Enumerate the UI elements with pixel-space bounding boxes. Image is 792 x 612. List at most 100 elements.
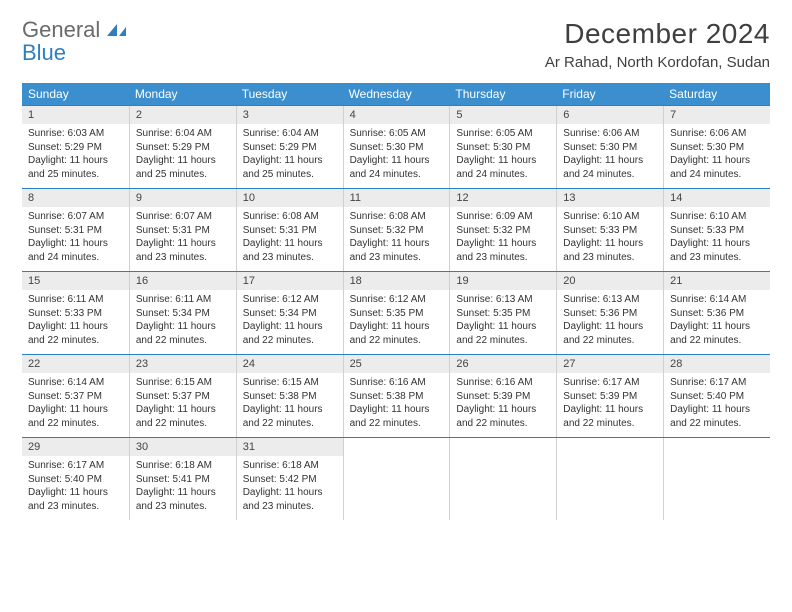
day-info-line: Daylight: 11 hours <box>136 486 230 500</box>
day-info-line: and 22 minutes. <box>670 417 764 431</box>
day-number: 1 <box>22 106 129 124</box>
day-info-line: Daylight: 11 hours <box>670 154 764 168</box>
day-info: Sunrise: 6:15 AMSunset: 5:38 PMDaylight:… <box>237 373 343 433</box>
brand-sail-icon <box>106 23 128 37</box>
day-info-line: Daylight: 11 hours <box>28 320 123 334</box>
day-info-line: Sunrise: 6:15 AM <box>136 376 230 390</box>
day-info-line: and 25 minutes. <box>28 168 123 182</box>
day-info-line: Sunrise: 6:16 AM <box>350 376 444 390</box>
day-info-line: Sunset: 5:42 PM <box>243 473 337 487</box>
weeks-container: 1Sunrise: 6:03 AMSunset: 5:29 PMDaylight… <box>22 105 770 520</box>
day-info: Sunrise: 6:08 AMSunset: 5:31 PMDaylight:… <box>237 207 343 267</box>
calendar-cell: 23Sunrise: 6:15 AMSunset: 5:37 PMDayligh… <box>129 355 236 437</box>
calendar-cell: ..... <box>449 438 556 520</box>
calendar-cell: 13Sunrise: 6:10 AMSunset: 5:33 PMDayligh… <box>556 189 663 271</box>
day-info: Sunrise: 6:09 AMSunset: 5:32 PMDaylight:… <box>450 207 556 267</box>
day-info-line: and 23 minutes. <box>243 500 337 514</box>
day-of-week-header: Tuesday <box>236 83 343 105</box>
day-info: Sunrise: 6:17 AMSunset: 5:40 PMDaylight:… <box>664 373 770 433</box>
day-info-line: and 22 minutes. <box>136 334 230 348</box>
day-info-line: Sunset: 5:40 PM <box>670 390 764 404</box>
calendar-cell: 9Sunrise: 6:07 AMSunset: 5:31 PMDaylight… <box>129 189 236 271</box>
day-info: Sunrise: 6:10 AMSunset: 5:33 PMDaylight:… <box>557 207 663 267</box>
calendar-cell: 19Sunrise: 6:13 AMSunset: 5:35 PMDayligh… <box>449 272 556 354</box>
calendar-cell: 18Sunrise: 6:12 AMSunset: 5:35 PMDayligh… <box>343 272 450 354</box>
day-info-line: Sunset: 5:40 PM <box>28 473 123 487</box>
day-info-line: Sunset: 5:30 PM <box>563 141 657 155</box>
day-info-line: and 23 minutes. <box>350 251 444 265</box>
day-info-line: and 22 minutes. <box>243 417 337 431</box>
day-info-line: and 25 minutes. <box>136 168 230 182</box>
day-info: Sunrise: 6:07 AMSunset: 5:31 PMDaylight:… <box>22 207 129 267</box>
day-info: Sunrise: 6:16 AMSunset: 5:38 PMDaylight:… <box>344 373 450 433</box>
day-info-line: Sunrise: 6:17 AM <box>28 459 123 473</box>
day-of-week-row: SundayMondayTuesdayWednesdayThursdayFrid… <box>22 83 770 105</box>
day-info-line: Sunset: 5:32 PM <box>350 224 444 238</box>
day-number: 11 <box>344 189 450 207</box>
day-info-line: Sunset: 5:38 PM <box>350 390 444 404</box>
calendar-cell: 26Sunrise: 6:16 AMSunset: 5:39 PMDayligh… <box>449 355 556 437</box>
day-info-line: Sunset: 5:29 PM <box>243 141 337 155</box>
day-info-line: Sunrise: 6:09 AM <box>456 210 550 224</box>
day-info-line: Sunrise: 6:15 AM <box>243 376 337 390</box>
calendar-cell: 15Sunrise: 6:11 AMSunset: 5:33 PMDayligh… <box>22 272 129 354</box>
calendar-cell: 3Sunrise: 6:04 AMSunset: 5:29 PMDaylight… <box>236 106 343 188</box>
day-info-line: Sunset: 5:34 PM <box>136 307 230 321</box>
day-info-line: Sunrise: 6:06 AM <box>563 127 657 141</box>
day-info-line: and 22 minutes. <box>350 417 444 431</box>
day-info-line: Sunset: 5:39 PM <box>456 390 550 404</box>
day-number: 24 <box>237 355 343 373</box>
header: General Blue December 2024 Ar Rahad, Nor… <box>22 18 770 71</box>
calendar-cell: 11Sunrise: 6:08 AMSunset: 5:32 PMDayligh… <box>343 189 450 271</box>
day-info: Sunrise: 6:05 AMSunset: 5:30 PMDaylight:… <box>344 124 450 184</box>
day-info-line: Daylight: 11 hours <box>136 154 230 168</box>
day-info-line: Sunrise: 6:07 AM <box>136 210 230 224</box>
day-info-line: and 24 minutes. <box>350 168 444 182</box>
day-info-line: Sunset: 5:36 PM <box>670 307 764 321</box>
day-info-line: Daylight: 11 hours <box>563 154 657 168</box>
day-info-line: Daylight: 11 hours <box>28 237 123 251</box>
day-info-line: and 23 minutes. <box>670 251 764 265</box>
day-info-line: Sunrise: 6:14 AM <box>28 376 123 390</box>
day-info-line: Daylight: 11 hours <box>28 403 123 417</box>
day-info-line: Sunrise: 6:13 AM <box>456 293 550 307</box>
page-title: December 2024 <box>545 18 770 50</box>
calendar-cell: 31Sunrise: 6:18 AMSunset: 5:42 PMDayligh… <box>236 438 343 520</box>
calendar-cell: 8Sunrise: 6:07 AMSunset: 5:31 PMDaylight… <box>22 189 129 271</box>
day-of-week-header: Friday <box>556 83 663 105</box>
day-number: 14 <box>664 189 770 207</box>
day-of-week-header: Thursday <box>449 83 556 105</box>
day-info-line: Sunrise: 6:12 AM <box>243 293 337 307</box>
calendar-cell: 14Sunrise: 6:10 AMSunset: 5:33 PMDayligh… <box>663 189 770 271</box>
day-info-line: and 23 minutes. <box>563 251 657 265</box>
day-info-line: Sunrise: 6:04 AM <box>243 127 337 141</box>
day-info-line: and 24 minutes. <box>670 168 764 182</box>
day-info-line: Sunset: 5:39 PM <box>563 390 657 404</box>
brand-logo: General Blue <box>22 18 128 64</box>
day-info: Sunrise: 6:18 AMSunset: 5:42 PMDaylight:… <box>237 456 343 516</box>
day-info-line: and 25 minutes. <box>243 168 337 182</box>
day-info: Sunrise: 6:04 AMSunset: 5:29 PMDaylight:… <box>237 124 343 184</box>
calendar-cell: ..... <box>663 438 770 520</box>
calendar-cell: 5Sunrise: 6:05 AMSunset: 5:30 PMDaylight… <box>449 106 556 188</box>
day-info-line: Daylight: 11 hours <box>670 320 764 334</box>
day-info: Sunrise: 6:17 AMSunset: 5:40 PMDaylight:… <box>22 456 129 516</box>
day-info-line: Daylight: 11 hours <box>350 237 444 251</box>
day-info-line: Sunrise: 6:05 AM <box>456 127 550 141</box>
day-info-line: Sunset: 5:33 PM <box>28 307 123 321</box>
day-info-line: and 22 minutes. <box>136 417 230 431</box>
day-number: 12 <box>450 189 556 207</box>
day-number: 28 <box>664 355 770 373</box>
calendar-cell: 2Sunrise: 6:04 AMSunset: 5:29 PMDaylight… <box>129 106 236 188</box>
day-number: 26 <box>450 355 556 373</box>
day-info-line: Sunset: 5:30 PM <box>670 141 764 155</box>
day-info-line: Sunset: 5:36 PM <box>563 307 657 321</box>
calendar-cell: 21Sunrise: 6:14 AMSunset: 5:36 PMDayligh… <box>663 272 770 354</box>
day-info-line: Sunrise: 6:04 AM <box>136 127 230 141</box>
day-info-line: and 24 minutes. <box>563 168 657 182</box>
day-info-line: Daylight: 11 hours <box>350 403 444 417</box>
day-info: Sunrise: 6:12 AMSunset: 5:35 PMDaylight:… <box>344 290 450 350</box>
day-info-line: Daylight: 11 hours <box>670 403 764 417</box>
day-info-line: Daylight: 11 hours <box>136 403 230 417</box>
calendar-cell: 27Sunrise: 6:17 AMSunset: 5:39 PMDayligh… <box>556 355 663 437</box>
